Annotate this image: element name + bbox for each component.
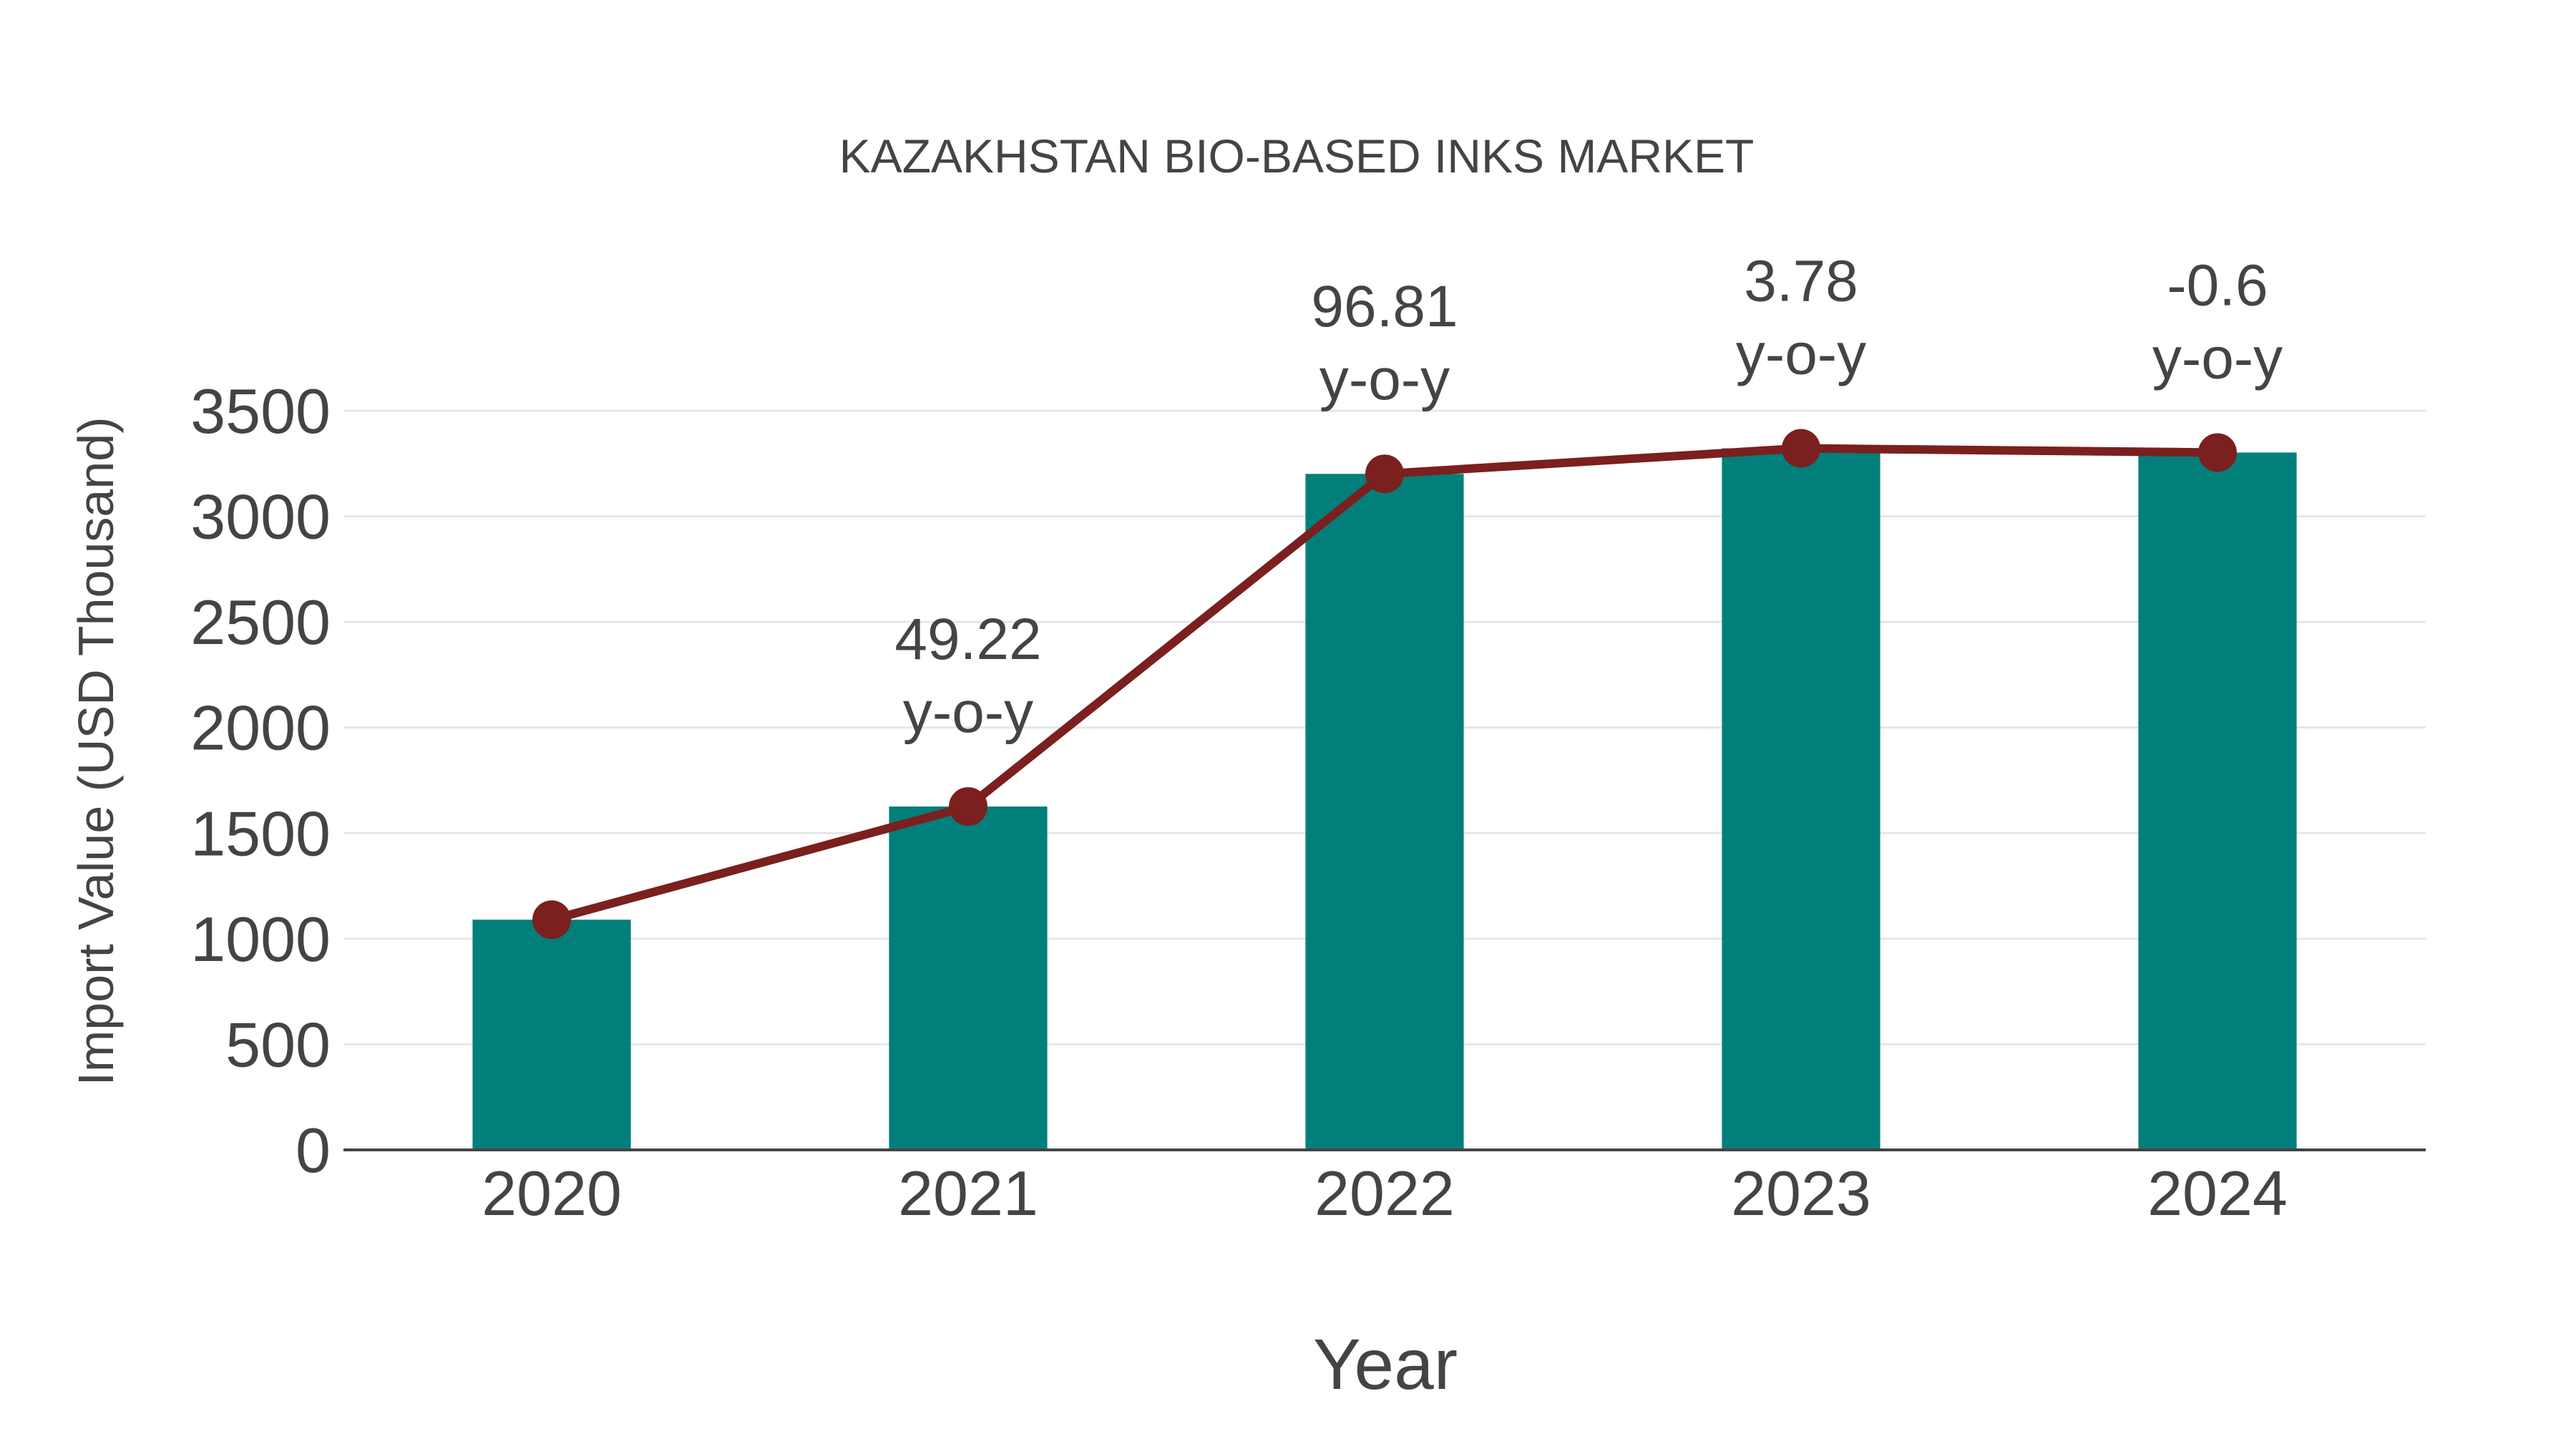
chart-title: KAZAKHSTAN BIO-BASED INKS MARKET [839, 130, 1755, 182]
y-tick-label: 3000 [190, 482, 331, 552]
bar-2024[interactable] [2138, 452, 2297, 1150]
y-tick-label: 2500 [190, 587, 331, 658]
line-series [532, 429, 2237, 940]
x-tick-label: 2023 [1731, 1158, 1871, 1229]
x-axis-title: Year [1313, 1324, 1458, 1405]
y-tick-label: 0 [296, 1115, 331, 1186]
yoy-value: -0.6 [2167, 253, 2268, 318]
data-point-marker-2024[interactable] [2198, 433, 2237, 472]
y-axis-tick-labels: 0 500 1000 1500 2000 2500 3000 3500 [190, 376, 331, 1186]
y-tick-label: 1500 [190, 798, 331, 869]
y-tick-label: 1000 [190, 904, 331, 975]
yoy-annotation-2024: -0.6 y-o-y [2152, 253, 2283, 391]
yoy-label: y-o-y [1319, 347, 1450, 412]
data-point-marker-2023[interactable] [1782, 429, 1820, 468]
bar-2023[interactable] [1722, 448, 1880, 1150]
yoy-annotations: 49.22 y-o-y 96.81 y-o-y 3.78 y-o-y -0.6 y-o-y [894, 249, 2283, 746]
yoy-label: y-o-y [1736, 322, 1866, 387]
x-axis-tick-labels: 2020 2021 2022 2023 2024 [482, 1158, 2288, 1229]
yoy-label: y-o-y [903, 680, 1033, 745]
x-tick-label: 2024 [2147, 1158, 2288, 1229]
x-tick-label: 2022 [1314, 1158, 1455, 1229]
bar-2021[interactable] [889, 806, 1048, 1150]
yoy-annotation-2021: 49.22 y-o-y [894, 607, 1041, 745]
data-point-marker-2022[interactable] [1365, 454, 1404, 494]
yoy-annotation-2022: 96.81 y-o-y [1311, 274, 1458, 412]
data-point-marker-2020[interactable] [532, 900, 571, 940]
y-tick-label: 2000 [190, 693, 331, 763]
y-axis-title: Import Value (USD Thousand) [68, 416, 124, 1085]
yoy-label: y-o-y [2152, 326, 2283, 391]
x-tick-label: 2020 [482, 1158, 622, 1229]
data-point-marker-2021[interactable] [949, 787, 987, 826]
yoy-value: 96.81 [1311, 274, 1458, 339]
yoy-value: 3.78 [1744, 249, 1858, 314]
yoy-value: 49.22 [894, 607, 1041, 672]
y-tick-label: 3500 [190, 376, 331, 447]
yoy-annotation-2023: 3.78 y-o-y [1736, 249, 1866, 387]
bar-series [472, 448, 2297, 1150]
x-tick-label: 2021 [898, 1158, 1038, 1229]
bar-2020[interactable] [472, 919, 631, 1150]
y-tick-label: 500 [225, 1009, 331, 1080]
bar-2022[interactable] [1305, 474, 1464, 1150]
